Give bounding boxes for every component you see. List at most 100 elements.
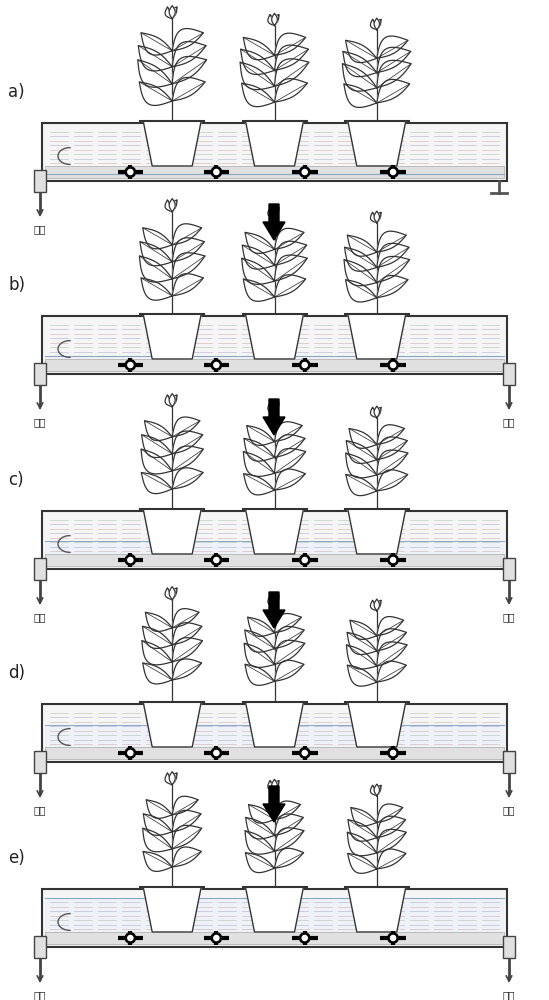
- Circle shape: [211, 555, 222, 565]
- Circle shape: [300, 748, 310, 758]
- Circle shape: [214, 362, 219, 368]
- Polygon shape: [245, 702, 304, 747]
- Bar: [42, 704, 507, 762]
- Polygon shape: [268, 15, 274, 25]
- Polygon shape: [170, 588, 177, 600]
- Polygon shape: [141, 278, 172, 300]
- Polygon shape: [245, 887, 304, 932]
- Polygon shape: [272, 206, 277, 219]
- Polygon shape: [245, 817, 274, 839]
- Polygon shape: [172, 638, 203, 662]
- Polygon shape: [172, 42, 206, 67]
- Polygon shape: [143, 663, 172, 684]
- Polygon shape: [274, 59, 309, 86]
- Polygon shape: [377, 60, 411, 88]
- Circle shape: [390, 557, 396, 563]
- Polygon shape: [375, 407, 381, 418]
- Polygon shape: [274, 828, 304, 851]
- Polygon shape: [375, 600, 381, 611]
- Polygon shape: [274, 848, 304, 868]
- Polygon shape: [172, 431, 203, 454]
- Polygon shape: [169, 587, 175, 600]
- Polygon shape: [172, 446, 203, 471]
- Text: d): d): [8, 664, 25, 682]
- Polygon shape: [350, 620, 377, 639]
- Polygon shape: [169, 199, 175, 212]
- Circle shape: [390, 750, 396, 756]
- Polygon shape: [243, 279, 274, 301]
- Polygon shape: [377, 617, 404, 636]
- Polygon shape: [377, 816, 406, 838]
- Polygon shape: [274, 45, 309, 70]
- Polygon shape: [377, 470, 408, 491]
- Polygon shape: [245, 664, 274, 685]
- Polygon shape: [240, 62, 274, 90]
- Circle shape: [390, 362, 396, 368]
- Polygon shape: [172, 796, 198, 815]
- Polygon shape: [145, 612, 172, 631]
- Bar: [42, 889, 507, 947]
- Polygon shape: [169, 394, 175, 407]
- Text: 出水: 出水: [503, 612, 516, 622]
- Polygon shape: [377, 437, 407, 460]
- Polygon shape: [172, 77, 205, 101]
- Polygon shape: [263, 786, 285, 822]
- Circle shape: [211, 748, 222, 758]
- Polygon shape: [172, 468, 203, 489]
- Bar: [45, 932, 504, 944]
- Circle shape: [300, 167, 310, 177]
- Polygon shape: [143, 814, 172, 835]
- Circle shape: [302, 169, 307, 175]
- Text: 出水: 出水: [503, 990, 516, 1000]
- Polygon shape: [274, 626, 304, 649]
- Polygon shape: [245, 314, 304, 359]
- Polygon shape: [375, 212, 381, 223]
- Polygon shape: [348, 702, 406, 747]
- Polygon shape: [143, 851, 172, 871]
- Bar: [45, 898, 504, 944]
- Polygon shape: [274, 33, 306, 55]
- Polygon shape: [374, 211, 379, 223]
- Polygon shape: [377, 231, 406, 252]
- Polygon shape: [377, 849, 406, 869]
- Circle shape: [388, 933, 398, 943]
- Polygon shape: [172, 238, 204, 262]
- Polygon shape: [274, 801, 300, 820]
- Polygon shape: [245, 232, 274, 253]
- Polygon shape: [172, 56, 206, 84]
- Polygon shape: [344, 260, 377, 286]
- Bar: [45, 356, 504, 371]
- Polygon shape: [172, 659, 201, 680]
- Polygon shape: [274, 614, 301, 633]
- Polygon shape: [139, 256, 172, 282]
- Polygon shape: [348, 853, 377, 873]
- Polygon shape: [347, 632, 377, 654]
- Polygon shape: [346, 40, 377, 63]
- Polygon shape: [263, 592, 285, 628]
- Polygon shape: [172, 847, 201, 867]
- Polygon shape: [142, 435, 172, 458]
- Polygon shape: [165, 588, 172, 600]
- Bar: [34, 751, 46, 773]
- Circle shape: [302, 557, 307, 563]
- Polygon shape: [172, 253, 205, 279]
- Text: b): b): [8, 276, 25, 294]
- Polygon shape: [142, 641, 172, 665]
- Circle shape: [125, 555, 136, 565]
- Polygon shape: [377, 275, 408, 298]
- Polygon shape: [348, 820, 377, 841]
- Polygon shape: [165, 200, 172, 212]
- Polygon shape: [377, 629, 406, 651]
- Polygon shape: [244, 438, 274, 461]
- Polygon shape: [374, 18, 379, 30]
- Text: 进水: 进水: [33, 805, 46, 815]
- Polygon shape: [371, 19, 377, 30]
- Polygon shape: [263, 204, 285, 240]
- Polygon shape: [169, 772, 175, 785]
- Text: 进水: 进水: [33, 612, 46, 622]
- Polygon shape: [245, 630, 274, 652]
- Polygon shape: [272, 15, 279, 25]
- Polygon shape: [374, 406, 379, 418]
- Bar: [42, 316, 507, 374]
- Bar: [45, 166, 504, 178]
